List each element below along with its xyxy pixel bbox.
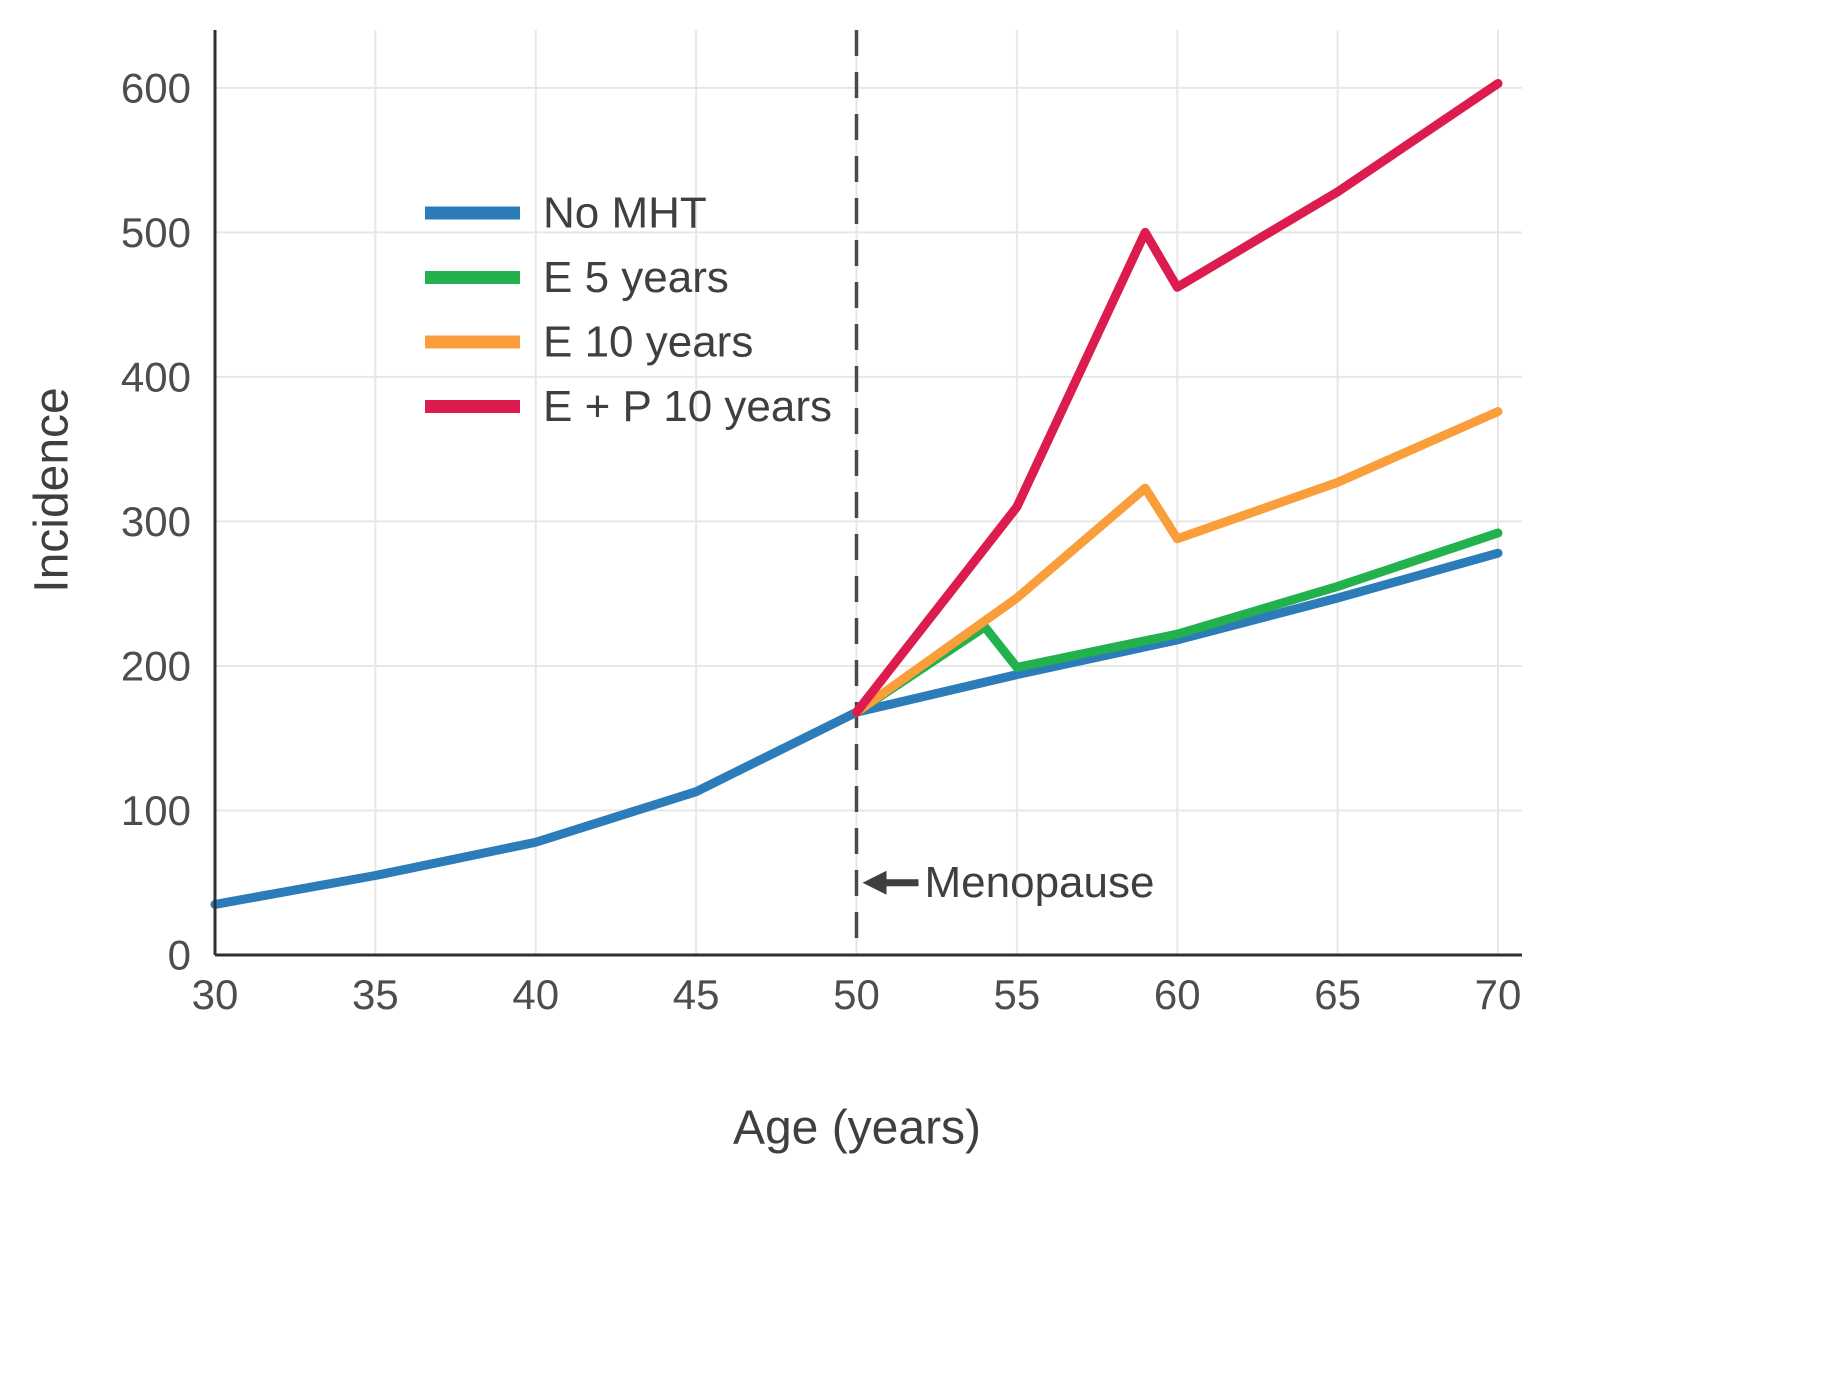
x-tick-label: 40	[512, 971, 559, 1018]
y-tick-label: 600	[121, 64, 191, 111]
y-tick-label: 500	[121, 209, 191, 256]
menopause-annotation-label: Menopause	[925, 858, 1155, 907]
menopause-arrow-icon	[862, 870, 887, 895]
legend-label-e-5-years: E 5 years	[543, 253, 729, 302]
y-axis-label: Incidence	[25, 387, 79, 593]
y-tick-label: 100	[121, 787, 191, 834]
legend-label-no-mht: No MHT	[543, 189, 707, 238]
series-line-e-p-10-years	[852, 78, 1503, 717]
y-tick-label: 400	[121, 353, 191, 400]
x-axis-label: Age (years)	[732, 1101, 982, 1155]
x-tick-label: 45	[673, 971, 720, 1018]
x-tick-label: 70	[1475, 971, 1522, 1018]
x-tick-label: 35	[352, 971, 399, 1018]
legend-label-e-p-10-years: E + P 10 years	[543, 382, 832, 431]
legend-label-e-10-years: E 10 years	[543, 318, 753, 367]
x-tick-label: 50	[833, 971, 880, 1018]
x-tick-label: 55	[994, 971, 1041, 1018]
y-tick-label: 300	[121, 498, 191, 545]
x-tick-label: 65	[1314, 971, 1361, 1018]
x-tick-label: 60	[1154, 971, 1201, 1018]
y-tick-label: 0	[168, 932, 191, 979]
y-tick-label: 200	[121, 642, 191, 689]
x-tick-label: 30	[192, 971, 239, 1018]
series-line-e-10-years	[852, 407, 1503, 717]
